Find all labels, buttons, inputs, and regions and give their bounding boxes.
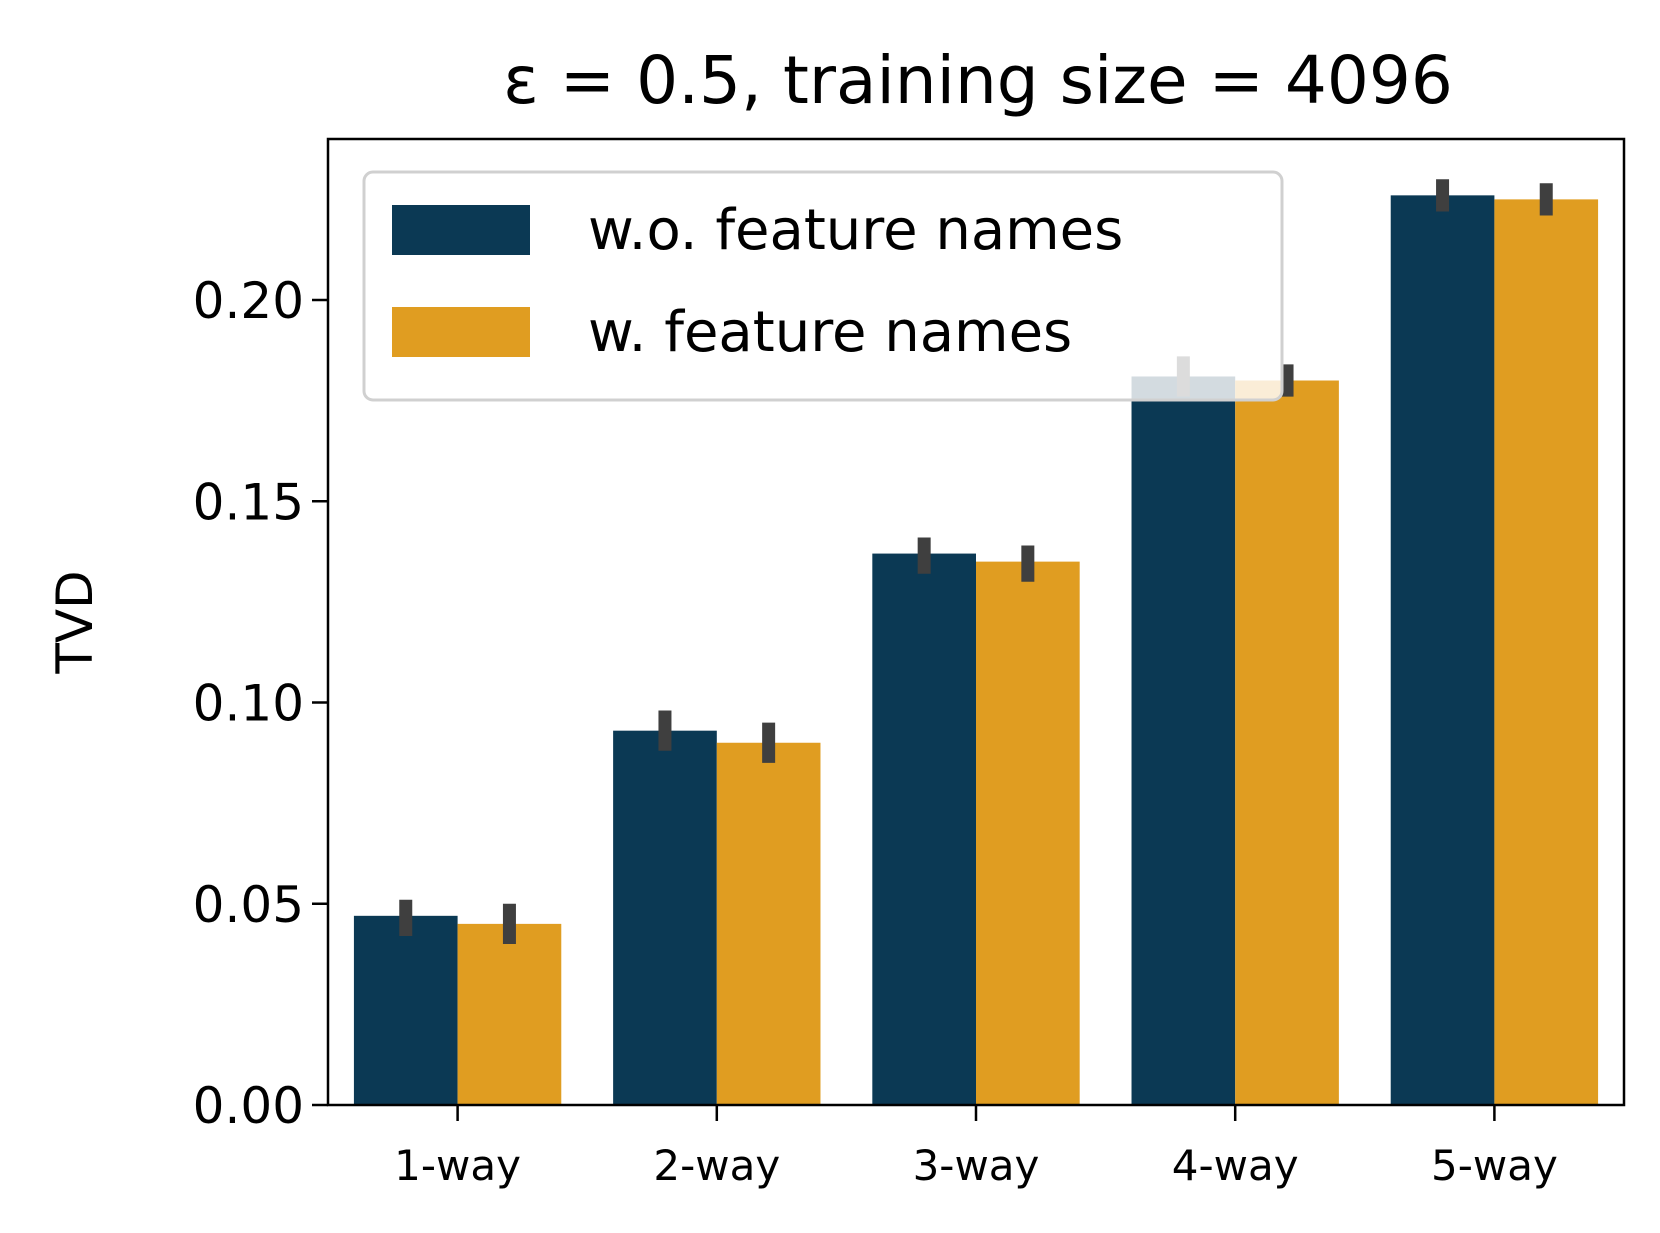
legend: w.o. feature names w. feature names: [362, 170, 1284, 402]
bar-without-feature-names-5-way: [1390, 195, 1495, 1106]
x-tick-label: 3-way: [913, 1141, 1040, 1190]
legend-swatch-with-feature-names: [392, 307, 530, 357]
chart-title: ε = 0.5, training size = 4096: [503, 42, 1453, 119]
y-tick-label: 0.20: [193, 272, 304, 330]
x-tick-label: 4-way: [1172, 1141, 1299, 1190]
bar-without-feature-names-3-way: [872, 553, 976, 1105]
bar-with-feature-names-5-way: [1494, 199, 1599, 1105]
y-tick-label: 0.00: [193, 1077, 304, 1135]
bar-with-feature-names-4-way: [1235, 380, 1339, 1105]
y-tick-label: 0.05: [193, 876, 304, 934]
x-axis: 1-way 2-way 3-way 4-way 5-way: [394, 1105, 1558, 1190]
y-tick-label: 0.15: [193, 473, 304, 531]
legend-swatch-without-feature-names: [392, 205, 530, 255]
y-axis-label: TVD: [46, 570, 104, 674]
x-tick-label: 5-way: [1431, 1141, 1558, 1190]
bar-with-feature-names-1-way: [457, 923, 562, 1105]
y-tick-label: 0.10: [193, 675, 304, 733]
x-tick-label: 2-way: [653, 1141, 780, 1190]
bar-without-feature-names-2-way: [613, 730, 717, 1105]
legend-label-without-feature-names: w.o. feature names: [588, 198, 1123, 263]
bar-without-feature-names-1-way: [353, 915, 458, 1105]
y-axis: 0.00 0.05 0.10 0.15 0.20: [193, 272, 328, 1135]
bar-with-feature-names-3-way: [976, 561, 1080, 1105]
legend-box: [362, 170, 1284, 402]
legend-label-with-feature-names: w. feature names: [588, 300, 1072, 365]
x-tick-label: 1-way: [394, 1141, 521, 1190]
bar-with-feature-names-2-way: [716, 742, 821, 1105]
bar-without-feature-names-4-way: [1131, 376, 1236, 1106]
bars-layer: [353, 195, 1599, 1106]
